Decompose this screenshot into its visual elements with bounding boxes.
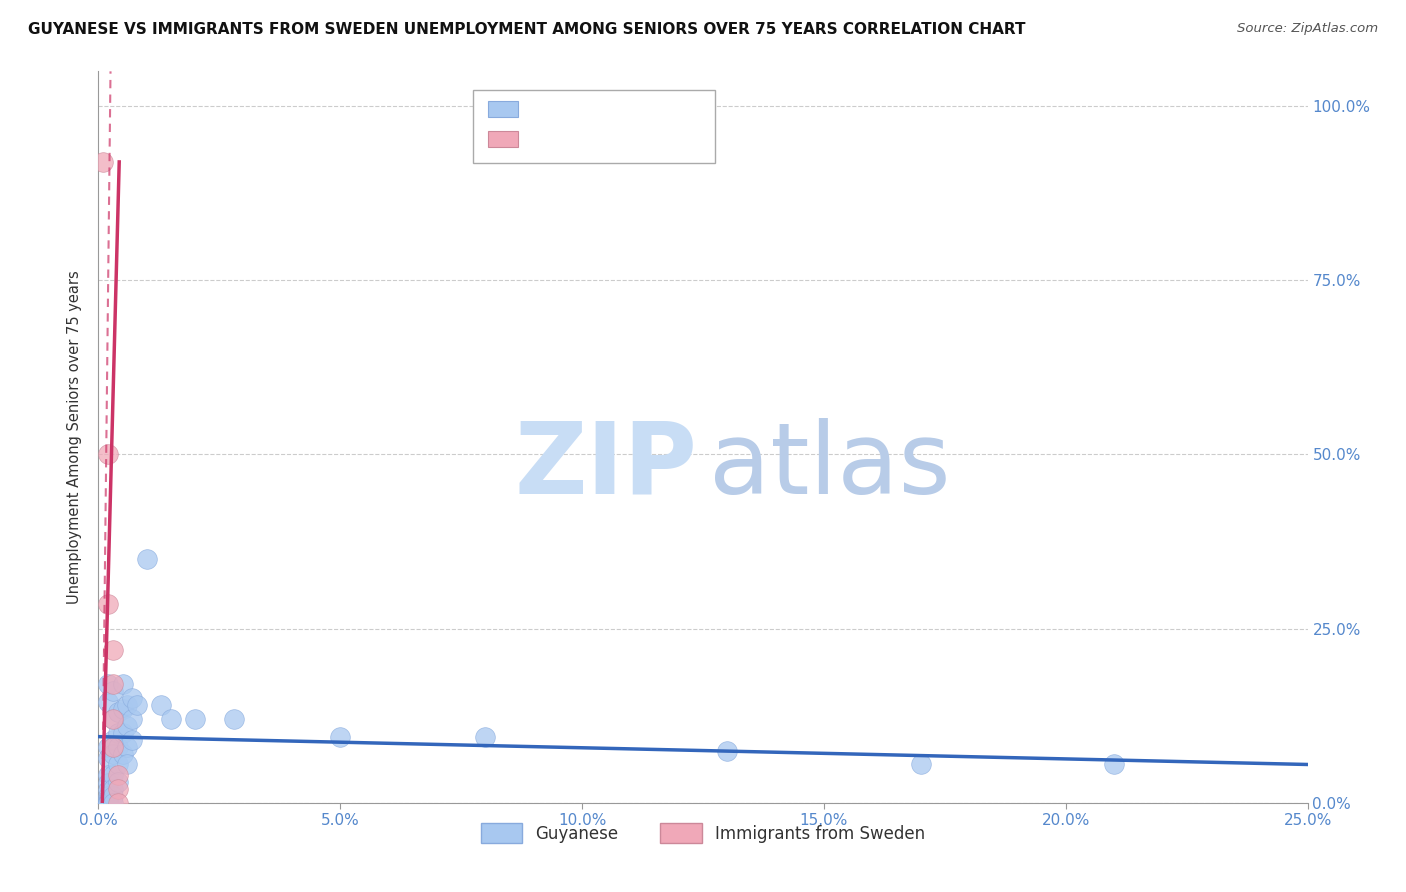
Point [135,552,157,566]
FancyBboxPatch shape [488,130,517,146]
Point [107,705,129,719]
Y-axis label: Unemployment Among Seniors over 75 years: Unemployment Among Seniors over 75 years [67,270,83,604]
Point [127,698,149,713]
Point [101,712,124,726]
Point [117,698,139,713]
Point [97,768,120,782]
Point [184,712,207,726]
Point [329,730,352,744]
Point [97,796,120,810]
FancyBboxPatch shape [488,102,517,118]
Text: Source: ZipAtlas.com: Source: ZipAtlas.com [1237,22,1378,36]
Text: ZIP: ZIP [515,417,697,515]
Point [97,783,120,797]
Point [97,776,120,790]
Point [107,781,129,796]
Point [101,642,124,657]
Point [1102,757,1125,772]
Point [91,155,114,169]
Point [121,691,143,706]
Text: atlas: atlas [709,417,950,515]
Point [910,757,932,772]
Point [111,702,134,716]
Point [101,789,124,803]
Legend: Guyanese, Immigrants from Sweden: Guyanese, Immigrants from Sweden [474,817,932,849]
Point [97,796,120,810]
Point [150,698,173,713]
Point [101,740,124,755]
Point [107,796,129,810]
Point [97,792,120,806]
Point [222,712,245,726]
Point [97,740,120,755]
Point [107,726,129,740]
Point [117,757,139,772]
FancyBboxPatch shape [474,90,716,163]
Point [107,775,129,789]
Point [101,733,124,747]
Point [111,677,134,691]
Point [101,747,124,761]
Point [101,684,124,698]
Point [101,796,124,810]
Point [101,712,124,726]
Text: R =  0.643   N = 10: R = 0.643 N = 10 [527,129,703,147]
Text: GUYANESE VS IMMIGRANTS FROM SWEDEN UNEMPLOYMENT AMONG SENIORS OVER 75 YEARS CORR: GUYANESE VS IMMIGRANTS FROM SWEDEN UNEMP… [28,22,1025,37]
Point [97,677,120,691]
Point [97,695,120,709]
Point [97,448,120,462]
Point [97,796,120,810]
Point [97,750,120,764]
Point [107,740,129,755]
Point [97,794,120,808]
Point [121,733,143,747]
Point [101,677,124,691]
Point [474,730,496,744]
Text: R = -0.054   N = 49: R = -0.054 N = 49 [527,100,704,118]
Point [111,747,134,761]
Point [107,757,129,772]
Point [101,768,124,782]
Point [121,712,143,726]
Point [101,781,124,796]
Point [107,768,129,782]
Point [160,712,183,726]
Point [111,726,134,740]
Point [117,740,139,755]
Point [716,743,738,757]
Point [97,789,120,803]
Point [117,719,139,733]
Point [97,597,120,611]
Point [97,796,120,810]
